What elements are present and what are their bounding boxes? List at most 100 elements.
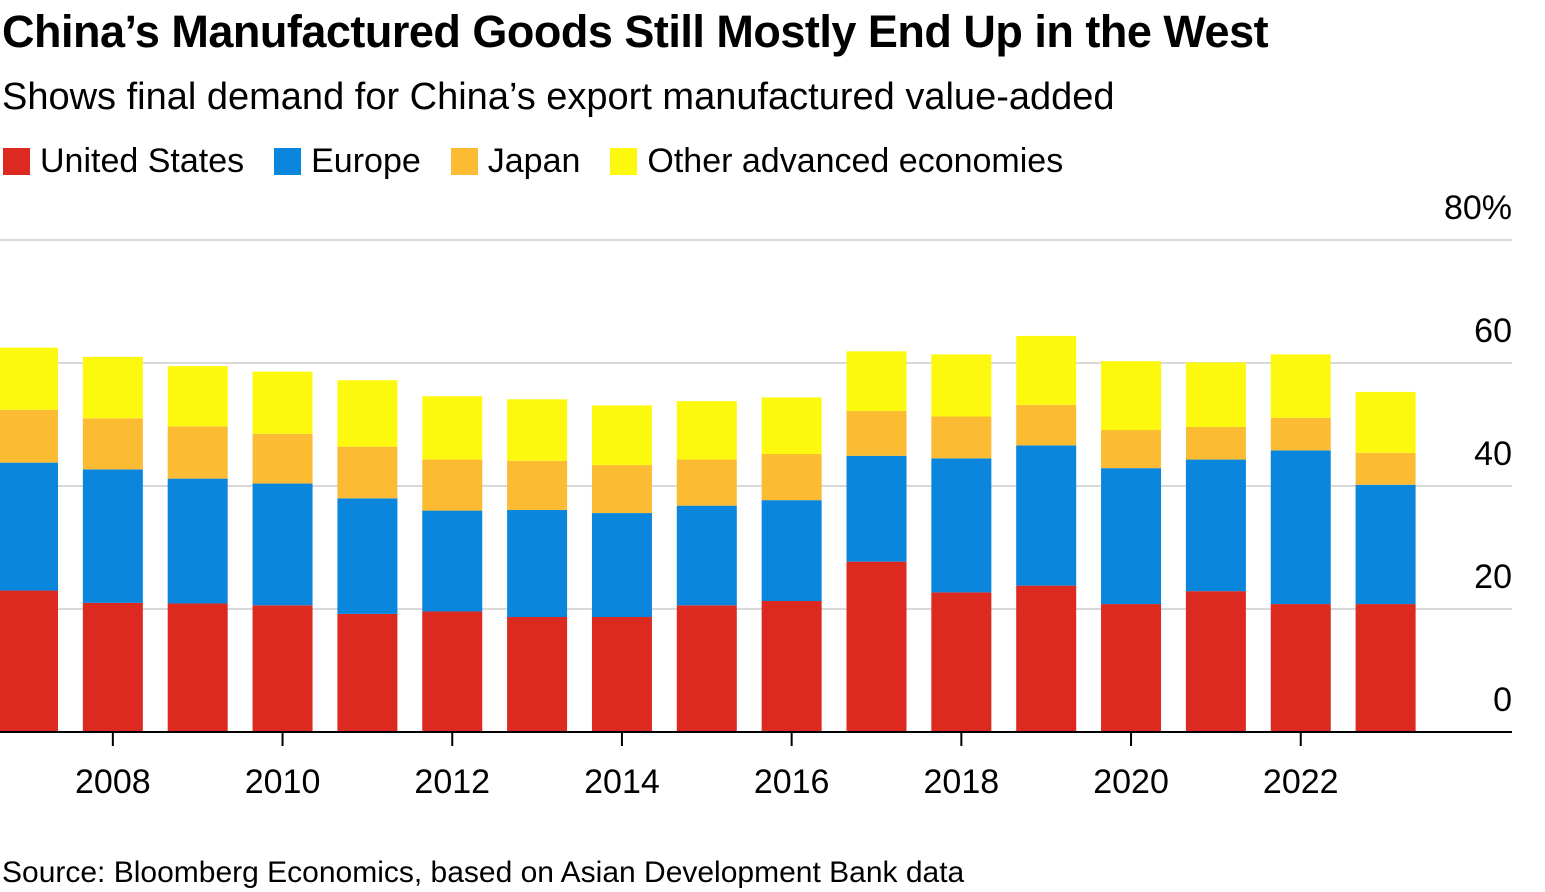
legend-item-europe: Europe [274, 142, 421, 181]
bar-2023-other-advanced-economies [1355, 391, 1416, 453]
legend-label-japan: Japan [487, 142, 581, 180]
bar-2020-other-advanced-economies [1101, 361, 1162, 431]
gridlines [0, 239, 1512, 610]
y-tick-label-0: 0 [1493, 681, 1512, 719]
bar-2015-japan [676, 459, 737, 506]
x-tick-label-2014: 2014 [584, 763, 660, 801]
y-tick-label-80: 80% [1444, 189, 1512, 227]
bar-2007-europe [0, 462, 58, 591]
bar-2021-europe [1185, 459, 1246, 592]
bar-2016-europe [761, 500, 822, 602]
bar-2009-united-states [167, 603, 228, 732]
bar-2014-united-states [591, 616, 652, 732]
bar-2008-united-states [82, 602, 143, 732]
bar-2011-united-states [337, 613, 398, 732]
bar-2008-other-advanced-economies [82, 356, 143, 419]
bar-2023-united-states [1355, 604, 1416, 732]
y-axis-labels: 0 20 40 60 80% [1444, 189, 1512, 719]
bar-2007-united-states [0, 590, 58, 732]
legend-swatch-japan [450, 148, 478, 175]
x-tick-label-2008: 2008 [75, 763, 151, 801]
bar-2018-europe [931, 458, 992, 593]
bar-2022-united-states [1270, 604, 1331, 732]
legend-item-united-states: United States [3, 142, 244, 181]
bar-2017-other-advanced-economies [846, 351, 907, 411]
bar-2015-europe [676, 505, 737, 606]
bar-2011-europe [337, 498, 398, 614]
x-tick-label-2020: 2020 [1093, 763, 1169, 801]
bar-2016-other-advanced-economies [761, 397, 822, 455]
bar-2009-other-advanced-economies [167, 366, 228, 427]
bar-2011-japan [337, 446, 398, 499]
y-tick-label-60: 60 [1474, 312, 1512, 350]
legend-label-other-advanced: Other advanced economies [647, 142, 1064, 180]
bar-2020-united-states [1101, 604, 1162, 732]
x-tick-label-2010: 2010 [245, 763, 321, 801]
bar-2013-europe [507, 509, 568, 617]
bar-2009-japan [167, 426, 228, 479]
bar-2012-other-advanced-economies [422, 396, 483, 460]
bar-2023-japan [1355, 452, 1416, 485]
source-note: Source: Bloomberg Economics, based on As… [2, 856, 965, 889]
bar-2014-japan [591, 465, 652, 514]
bar-2017-japan [846, 410, 907, 456]
bar-2008-europe [82, 469, 143, 603]
chart-subtitle: Shows final demand for China’s export ma… [2, 76, 1115, 118]
bar-2014-europe [591, 513, 652, 617]
bar-2021-other-advanced-economies [1185, 362, 1246, 427]
bar-2019-europe [1016, 445, 1077, 586]
legend-label-united-states: United States [40, 142, 245, 180]
legend-label-europe: Europe [311, 142, 421, 180]
bar-2022-japan [1270, 417, 1331, 451]
bar-2016-japan [761, 454, 822, 501]
bar-2022-europe [1270, 450, 1331, 605]
bar-2012-japan [422, 459, 483, 511]
bar-2019-japan [1016, 404, 1077, 446]
bar-2015-united-states [676, 605, 737, 732]
legend: United States Europe Japan Other advance… [3, 142, 1093, 181]
bar-2014-other-advanced-economies [591, 405, 652, 466]
bar-2010-other-advanced-economies [252, 371, 313, 434]
bar-2018-japan [931, 416, 992, 459]
x-tick-label-2022: 2022 [1263, 763, 1339, 801]
x-tick-label-2016: 2016 [754, 763, 830, 801]
bar-2019-united-states [1016, 585, 1077, 732]
bar-2021-japan [1185, 426, 1246, 460]
bar-2021-united-states [1185, 591, 1246, 732]
bar-2009-europe [167, 478, 228, 604]
bar-2015-other-advanced-economies [676, 401, 737, 460]
bar-2013-japan [507, 460, 568, 510]
bar-2012-united-states [422, 611, 483, 732]
bar-2020-europe [1101, 468, 1162, 605]
bar-2017-united-states [846, 561, 907, 732]
bars [0, 335, 1416, 732]
legend-swatch-other-advanced [610, 148, 638, 175]
bar-2007-other-advanced-economies [0, 347, 58, 410]
bar-2017-europe [846, 455, 907, 562]
bar-2022-other-advanced-economies [1270, 354, 1331, 418]
chart-title: China’s Manufactured Goods Still Mostly … [2, 6, 1269, 57]
legend-item-other-advanced: Other advanced economies [610, 142, 1063, 181]
bar-2018-other-advanced-economies [931, 354, 992, 417]
bar-2010-europe [252, 483, 313, 606]
x-tick-label-2018: 2018 [924, 763, 1000, 801]
bar-2023-europe [1355, 484, 1416, 605]
x-axis: 2008 2010 2012 2014 2016 2018 2020 2022 [0, 731, 1512, 801]
bar-2010-united-states [252, 605, 313, 732]
bar-2013-other-advanced-economies [507, 399, 568, 461]
bar-2008-japan [82, 418, 143, 470]
bar-2011-other-advanced-economies [337, 380, 398, 447]
legend-item-japan: Japan [450, 142, 581, 181]
x-tick-label-2012: 2012 [414, 763, 490, 801]
bar-2013-united-states [507, 616, 568, 732]
bar-2016-united-states [761, 601, 822, 732]
bar-2007-japan [0, 409, 58, 463]
bar-2019-other-advanced-economies [1016, 335, 1077, 405]
legend-swatch-united-states [3, 148, 30, 175]
bar-2012-europe [422, 510, 483, 612]
bar-2010-japan [252, 433, 313, 484]
y-tick-label-20: 20 [1474, 558, 1512, 596]
bar-2020-japan [1101, 430, 1162, 469]
y-tick-label-40: 40 [1474, 435, 1512, 473]
